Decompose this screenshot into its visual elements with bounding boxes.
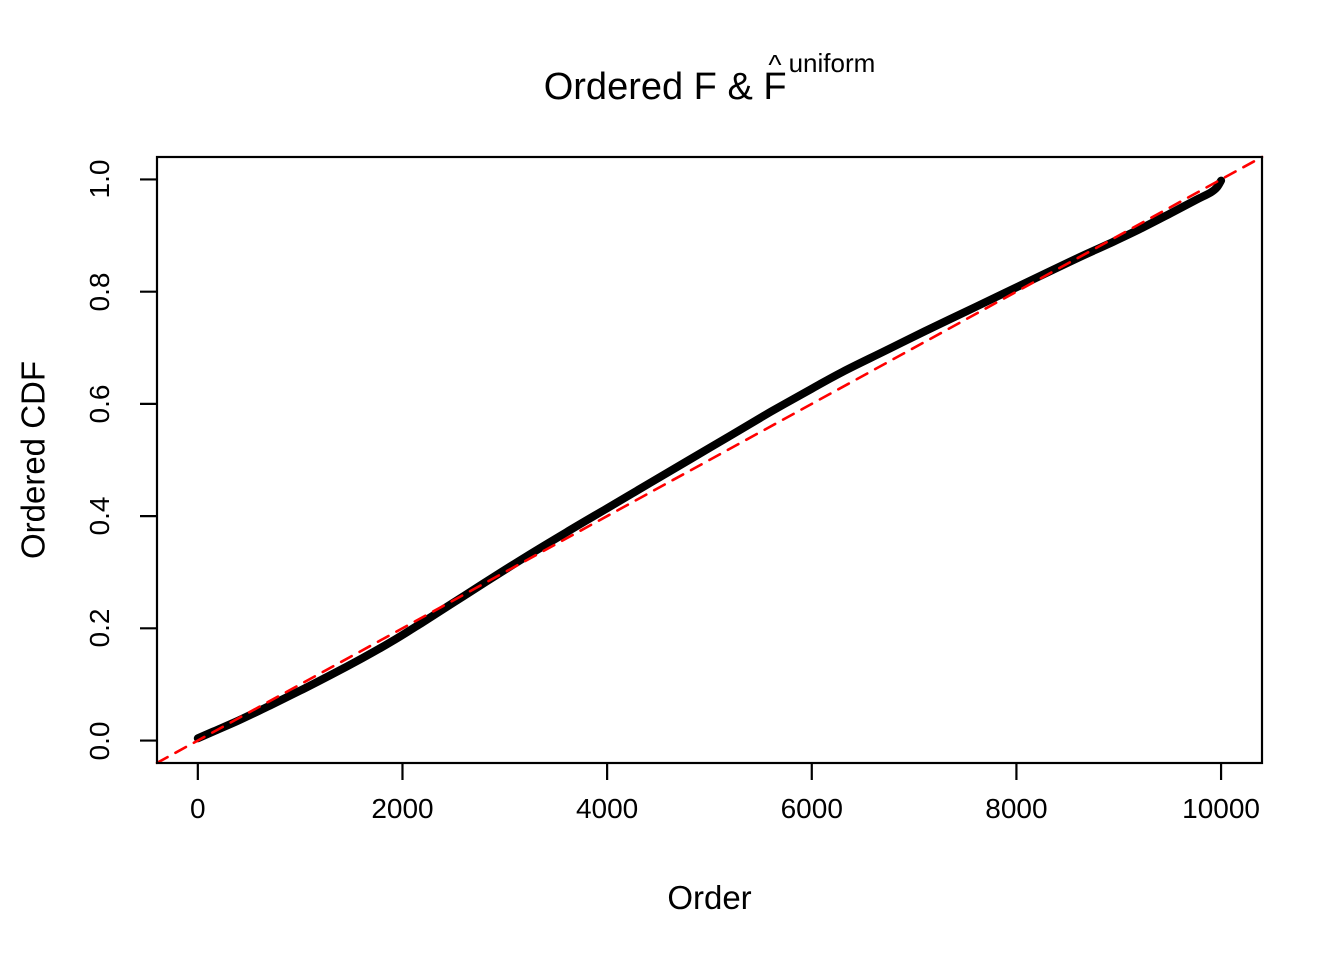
chart-title: Ordered F & F ^ uniform	[157, 50, 1262, 108]
plot-box	[155, 155, 1264, 765]
hat-accent-icon: ^	[768, 49, 782, 80]
y-tick-label-text: 0.0	[84, 721, 115, 761]
x-tick-label: 6000	[780, 793, 843, 824]
x-axis-label: Order	[667, 879, 752, 916]
y-axis-label-text: Ordered CDF	[14, 360, 52, 560]
x-tick-label: 4000	[575, 793, 639, 824]
y-tick-label-text: 0.2	[84, 608, 115, 648]
title-f-hat: F ^	[763, 51, 787, 108]
x-tick-label: 0	[190, 793, 206, 824]
x-tick-label: 10000	[1182, 793, 1260, 824]
uniform-reference-line	[155, 155, 1264, 765]
title-f-base: F	[763, 66, 787, 108]
x-tick-label: 8000	[985, 793, 1048, 824]
y-tick-label-text: 0.4	[84, 496, 115, 536]
y-tick-label-text: 1.0	[84, 159, 115, 199]
ordered-empirical-cdf-line	[193, 176, 1226, 743]
y-tick-label-text: 0.6	[84, 384, 115, 424]
x-tick-label: 2000	[371, 793, 434, 824]
title-main-text: Ordered F &	[543, 66, 764, 108]
title-superscript: uniform	[788, 48, 876, 78]
y-tick-label-text: 0.8	[84, 272, 115, 312]
